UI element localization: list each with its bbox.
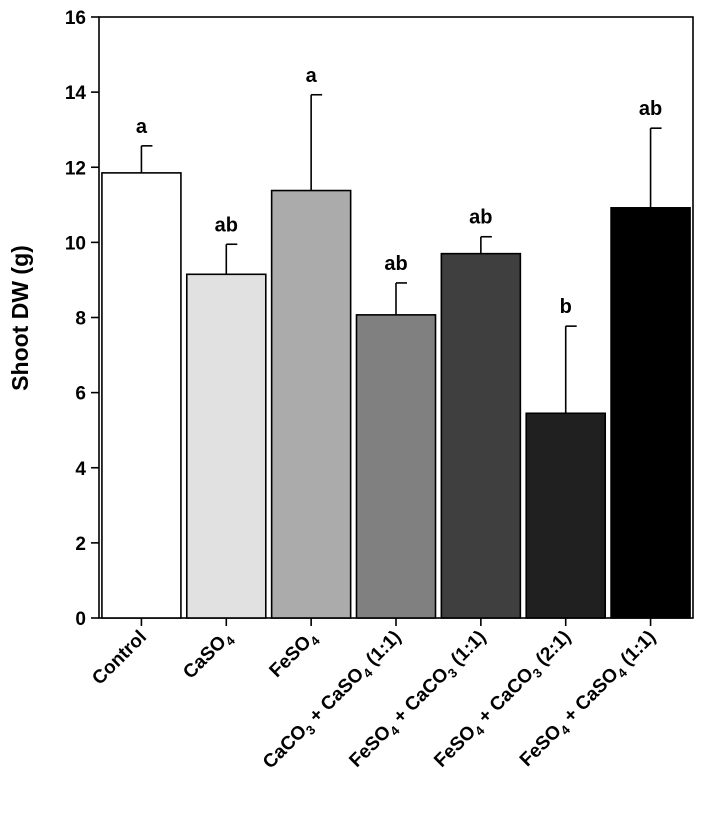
label-part: + CaCO [386, 664, 453, 731]
significance-label: ab [469, 207, 492, 229]
label-part: (2:1) [528, 627, 575, 674]
significance-label: b [560, 296, 572, 318]
y-tick-label: 8 [75, 309, 86, 330]
significance-label: a [136, 116, 148, 138]
bar-5 [440, 252, 522, 619]
y-tick-label: 0 [75, 609, 86, 630]
y-tick-label: 4 [75, 459, 86, 480]
bar-7 [610, 207, 691, 619]
x-category-label: CaCO3 + CaSO4 (1:1) [259, 627, 408, 776]
bar-2 [185, 273, 267, 619]
y-tick-label: 6 [75, 384, 86, 405]
significance-label: ab [384, 253, 407, 275]
bar-1 [101, 172, 182, 619]
significance-label: ab [215, 214, 238, 236]
y-tick-label: 2 [75, 534, 86, 555]
bar-3 [270, 189, 352, 619]
x-category-label: Control [88, 627, 151, 690]
label-part: + CaSO [302, 664, 369, 731]
bar-4 [355, 314, 437, 619]
label-part: + CaCO [471, 664, 538, 731]
label-part: (1:1) [443, 627, 490, 674]
y-axis-title: Shoot DW (g) [7, 245, 33, 391]
x-category-label: FeSO4 [266, 626, 324, 684]
label-part: (1:1) [613, 627, 660, 674]
y-tick-label: 10 [65, 233, 86, 254]
label-part: Control [88, 627, 151, 690]
y-tick-label: 14 [65, 83, 87, 104]
y-tick-label: 16 [65, 8, 86, 29]
label-part: (1:1) [359, 627, 406, 674]
label-part: + CaSO [556, 664, 623, 731]
bar-6 [525, 412, 607, 619]
y-tick-label: 12 [65, 158, 86, 179]
significance-label: ab [639, 98, 662, 120]
x-category-label: CaSO4 [179, 626, 238, 685]
significance-label: a [306, 65, 318, 87]
